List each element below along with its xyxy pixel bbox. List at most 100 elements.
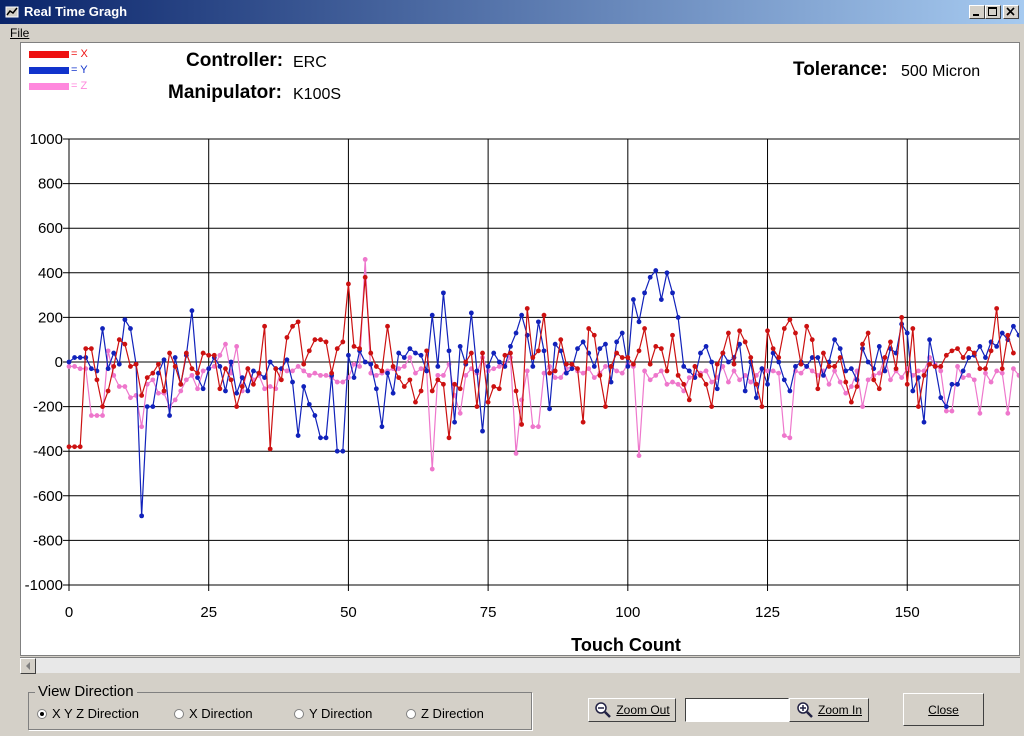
series-y-point bbox=[865, 359, 871, 365]
series-x-point bbox=[474, 404, 480, 409]
series-z-point bbox=[334, 379, 340, 385]
series-x-point bbox=[994, 306, 1000, 311]
series-y-point bbox=[563, 370, 569, 376]
series-x-point bbox=[1005, 332, 1011, 338]
series-z-point bbox=[541, 370, 547, 376]
series-x-point bbox=[642, 326, 647, 331]
y-tick-label: 0 bbox=[55, 354, 63, 371]
series-z-point bbox=[748, 379, 754, 385]
series-y-point bbox=[927, 337, 932, 343]
close-window-button[interactable] bbox=[1003, 5, 1019, 19]
radio-indicator[interactable] bbox=[174, 708, 184, 719]
radio-indicator[interactable] bbox=[406, 708, 416, 719]
series-x-point bbox=[496, 386, 502, 392]
series-z-point bbox=[267, 384, 273, 389]
series-x-point bbox=[871, 377, 877, 383]
series-x-point bbox=[139, 393, 145, 398]
series-z-point bbox=[619, 370, 625, 376]
series-x-point bbox=[966, 346, 972, 352]
series-y-point bbox=[385, 370, 390, 376]
series-z-point bbox=[999, 370, 1005, 376]
radio-x-direction[interactable]: X Direction bbox=[174, 706, 253, 721]
series-x-point bbox=[368, 350, 374, 356]
series-y-point bbox=[452, 419, 457, 425]
series-z-point bbox=[496, 364, 502, 369]
series-y-point bbox=[72, 355, 77, 360]
series-z-point bbox=[826, 381, 832, 387]
zoom-in-icon bbox=[797, 702, 813, 718]
series-z-point bbox=[301, 368, 307, 374]
close-icon bbox=[1006, 7, 1015, 16]
series-x-point bbox=[703, 381, 709, 387]
series-y-point bbox=[726, 359, 731, 365]
series-z-point bbox=[418, 366, 424, 372]
radio-z-direction[interactable]: Z Direction bbox=[406, 706, 484, 721]
series-y-point bbox=[686, 368, 692, 374]
series-x-point bbox=[189, 366, 195, 372]
series-x-point bbox=[860, 341, 865, 347]
series-z-point bbox=[916, 368, 921, 374]
series-x-point bbox=[351, 343, 357, 349]
series-x-point bbox=[658, 346, 664, 352]
radio-y-direction[interactable]: Y Direction bbox=[294, 706, 372, 721]
series-x-point bbox=[960, 355, 966, 360]
series-x-point bbox=[821, 350, 826, 356]
menu-file[interactable]: File bbox=[10, 26, 30, 40]
zoom-value-field[interactable] bbox=[685, 698, 789, 722]
series-x-point bbox=[753, 381, 759, 387]
series-y-point bbox=[698, 350, 703, 356]
close-button[interactable]: Close bbox=[903, 693, 984, 726]
series-y-point bbox=[66, 359, 72, 365]
minimize-button[interactable] bbox=[969, 5, 985, 19]
series-z-point bbox=[178, 388, 184, 394]
series-y-point bbox=[1016, 332, 1019, 338]
series-z-point bbox=[491, 366, 497, 372]
series-y-point bbox=[603, 341, 608, 347]
series-y-point bbox=[787, 388, 793, 394]
zoom-in-button[interactable]: Zoom In bbox=[789, 698, 869, 722]
series-y-point bbox=[340, 448, 346, 454]
radio-x-label: X Direction bbox=[189, 706, 253, 721]
series-x-point bbox=[826, 364, 832, 369]
series-x-point bbox=[983, 366, 988, 372]
series-z-point bbox=[720, 364, 726, 369]
radio-y-label: Y Direction bbox=[309, 706, 373, 721]
zoom-out-button[interactable]: Zoom Out bbox=[588, 698, 676, 722]
series-z-point bbox=[351, 361, 357, 367]
series-y-point bbox=[485, 364, 491, 369]
series-z-point bbox=[262, 386, 267, 392]
manipulator-label: Manipulator: bbox=[168, 82, 282, 103]
series-z-point bbox=[217, 352, 223, 358]
series-z-point bbox=[513, 451, 519, 456]
series-x-point bbox=[485, 399, 491, 405]
radio-xyz-direction[interactable]: X Y Z Direction bbox=[37, 706, 139, 721]
series-y-point bbox=[301, 384, 307, 389]
series-x-point bbox=[943, 352, 949, 358]
maximize-button[interactable] bbox=[985, 5, 1001, 19]
series-z-point bbox=[156, 390, 161, 396]
series-y-point bbox=[580, 339, 586, 345]
scroll-left-button[interactable] bbox=[20, 658, 36, 674]
series-z-point bbox=[809, 368, 815, 374]
series-x-point bbox=[301, 361, 307, 367]
y-tick-label: -1000 bbox=[25, 577, 63, 594]
horizontal-scrollbar[interactable] bbox=[20, 657, 1020, 674]
series-x-point bbox=[429, 388, 435, 394]
series-y-point bbox=[474, 368, 480, 374]
series-x-point bbox=[340, 339, 346, 345]
close-button-label: Close bbox=[928, 702, 959, 717]
series-x-point bbox=[441, 381, 446, 387]
legend-y-label: = Y bbox=[71, 64, 88, 76]
series-x-point bbox=[536, 348, 541, 354]
series-x-point bbox=[116, 337, 122, 343]
radio-indicator[interactable] bbox=[37, 708, 47, 719]
series-x-point bbox=[714, 361, 720, 367]
minimize-icon bbox=[973, 14, 979, 16]
series-x-point bbox=[927, 361, 932, 367]
series-y-point bbox=[446, 348, 452, 354]
series-x-point bbox=[513, 388, 519, 394]
series-x-point bbox=[94, 377, 100, 383]
series-y-point bbox=[206, 366, 212, 372]
series-z-point bbox=[189, 372, 195, 378]
radio-indicator[interactable] bbox=[294, 708, 304, 719]
